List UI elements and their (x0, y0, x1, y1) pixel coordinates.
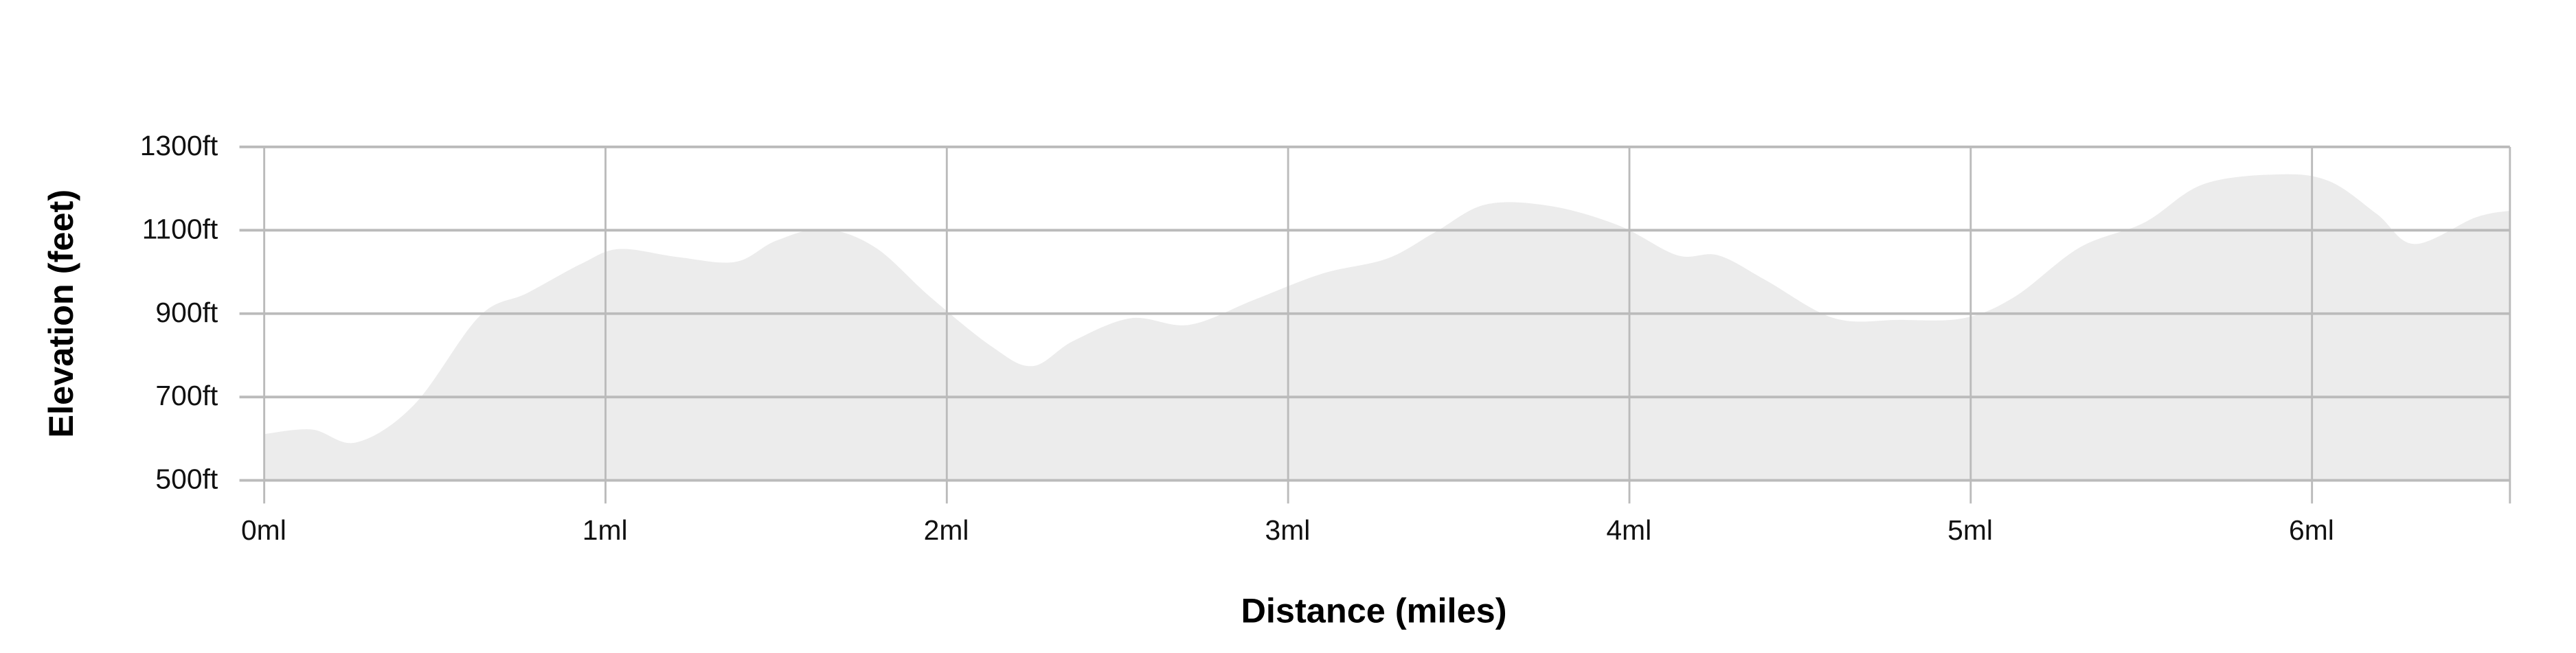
x-tick-label: 5ml (1947, 514, 1993, 546)
y-axis: 500ft 700ft 900ft 1100ft 1300ft (140, 130, 218, 495)
x-tick-label: 3ml (1265, 514, 1310, 546)
y-tick-label: 1100ft (142, 213, 218, 244)
x-axis: 0ml 1ml 2ml 3ml 4ml 5ml 6ml (241, 514, 2334, 546)
y-tick-label: 500ft (155, 463, 218, 495)
y-tick-label: 900ft (155, 297, 218, 328)
y-axis-title: Elevation (feet) (41, 190, 80, 438)
x-tick-label: 2ml (924, 514, 969, 546)
x-tick-label: 0ml (241, 514, 286, 546)
y-tick-label: 1300ft (140, 130, 218, 161)
x-tick-label: 4ml (1606, 514, 1651, 546)
x-tick-label: 6ml (2289, 514, 2334, 546)
y-tick-label: 700ft (155, 380, 218, 411)
grid (239, 146, 2511, 504)
x-tick-label: 1ml (583, 514, 628, 546)
elevation-area (264, 174, 2510, 481)
x-axis-title: Distance (miles) (1241, 591, 1506, 630)
